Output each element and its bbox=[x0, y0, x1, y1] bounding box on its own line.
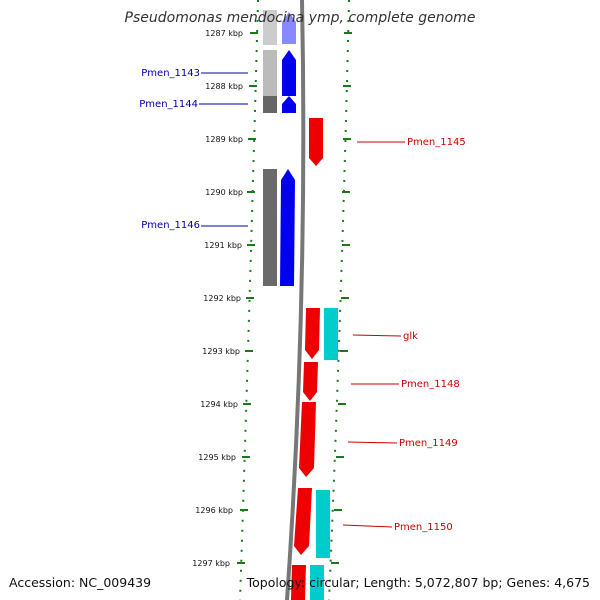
kbp-label: 1294 kbp bbox=[200, 400, 238, 409]
gene-arrow bbox=[282, 12, 296, 44]
left-gene-labels: Pmen_1143 Pmen_1144 Pmen_1146 bbox=[139, 68, 248, 231]
homology-blocks bbox=[263, 10, 277, 286]
gene-arrow bbox=[280, 169, 295, 286]
kbp-label: 1297 kbp bbox=[192, 559, 230, 568]
gene-arrow bbox=[299, 402, 316, 477]
kbp-label: 1292 kbp bbox=[203, 294, 241, 303]
cyan-genes bbox=[310, 308, 338, 600]
reverse-genes bbox=[291, 118, 323, 600]
backbone-line bbox=[285, 0, 306, 600]
gene-label-left: Pmen_1146 bbox=[141, 220, 200, 231]
gene-label-right: Pmen_1150 bbox=[394, 522, 453, 533]
kbp-label: 1296 kbp bbox=[195, 506, 233, 515]
forward-genes bbox=[280, 12, 296, 286]
map-title: Pseudomonas mendocina ymp, complete geno… bbox=[124, 10, 476, 26]
gene-arrow bbox=[282, 50, 296, 96]
right-tick-track bbox=[328, 0, 350, 600]
gene-label-right: Pmen_1148 bbox=[401, 379, 460, 390]
left-tick-track bbox=[239, 0, 259, 600]
gene-arrow bbox=[305, 308, 320, 359]
gene-label-right: glk bbox=[403, 331, 418, 342]
gene-label-left: Pmen_1144 bbox=[139, 99, 198, 110]
topology-text: Topology: circular; Length: 5,072,807 bp… bbox=[246, 575, 590, 590]
kbp-label: 1289 kbp bbox=[205, 135, 243, 144]
kbp-label: 1288 kbp bbox=[205, 82, 243, 91]
gene-arrow bbox=[294, 488, 312, 555]
kbp-label: 1295 kbp bbox=[198, 453, 236, 462]
accession-text: Accession: NC_009439 bbox=[9, 575, 152, 590]
right-gene-labels: Pmen_1145 glk Pmen_1148 Pmen_1149 Pmen_1… bbox=[342, 137, 466, 533]
gene-arrow bbox=[303, 362, 318, 401]
gene-label-right: Pmen_1145 bbox=[407, 137, 466, 148]
right-major-ticks bbox=[331, 32, 352, 564]
gene-label-right: Pmen_1149 bbox=[399, 438, 458, 449]
kbp-label: 1290 kbp bbox=[205, 188, 243, 197]
kbp-label: 1287 kbp bbox=[205, 29, 243, 38]
gene-label-left: Pmen_1143 bbox=[141, 68, 200, 79]
gene-arrow bbox=[309, 118, 323, 166]
gene-arrow bbox=[291, 565, 306, 600]
kbp-label: 1293 kbp bbox=[202, 347, 240, 356]
gene-arrow bbox=[282, 96, 296, 113]
kbp-label: 1291 kbp bbox=[204, 241, 242, 250]
kbp-axis: 1287 kbp 1288 kbp 1289 kbp 1290 kbp 1291… bbox=[192, 29, 258, 568]
